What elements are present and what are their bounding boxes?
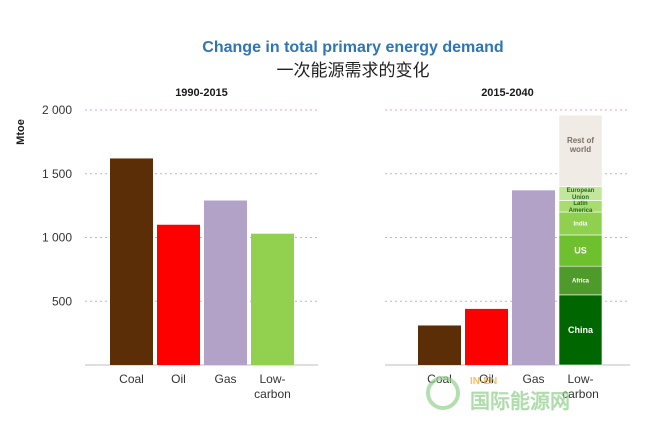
bar-gas — [204, 200, 247, 365]
stack-segment-china — [558, 294, 603, 366]
stack-label: Latin America — [569, 201, 593, 214]
stack-segment-rest-of-world — [558, 114, 603, 187]
bar-oil — [157, 224, 200, 365]
y-axis-label: Mtoe — [15, 119, 27, 145]
x-tick-label: Low-carbon — [254, 372, 291, 401]
x-tick-label: Low-carbon — [562, 372, 599, 401]
x-tick-label: Oil — [479, 372, 494, 386]
bar-oil — [465, 308, 508, 365]
stack-label: US — [574, 246, 587, 256]
watermark: IN-EN 国际能源网 — [426, 376, 570, 413]
stack-label: India — [573, 222, 588, 228]
bar-low-carbon — [251, 233, 294, 365]
x-tick-label: Gas — [214, 372, 236, 386]
x-tick-label: Gas — [522, 372, 544, 386]
bar-gas — [512, 190, 555, 365]
x-tick-label: Oil — [171, 372, 186, 386]
stack-label: European Union — [567, 188, 595, 201]
stack-label: China — [568, 325, 594, 335]
panel-title: 2015-2040 — [481, 87, 534, 99]
bar-coal — [110, 158, 153, 365]
x-tick-label: Coal — [119, 372, 144, 386]
y-tick-label: 500 — [52, 294, 72, 308]
y-tick-label: 1 500 — [42, 167, 72, 181]
stack-label: Africa — [572, 279, 590, 285]
chart-title: Change in total primary energy demand — [202, 39, 503, 56]
stack-segment-africa — [558, 265, 603, 296]
y-tick-label: 2 000 — [42, 103, 72, 117]
panel-title: 1990-2015 — [175, 87, 228, 99]
bar-coal — [418, 325, 461, 365]
y-tick-label: 1 000 — [42, 231, 72, 245]
watermark-logo-icon — [426, 376, 460, 410]
watermark-cn: 国际能源网 — [470, 389, 570, 413]
watermark-en: IN-EN — [470, 376, 497, 387]
chart-subtitle: 一次能源需求的变化 — [277, 61, 430, 81]
stack-segment-us — [558, 234, 603, 267]
stack-label: Rest of world — [567, 136, 594, 154]
